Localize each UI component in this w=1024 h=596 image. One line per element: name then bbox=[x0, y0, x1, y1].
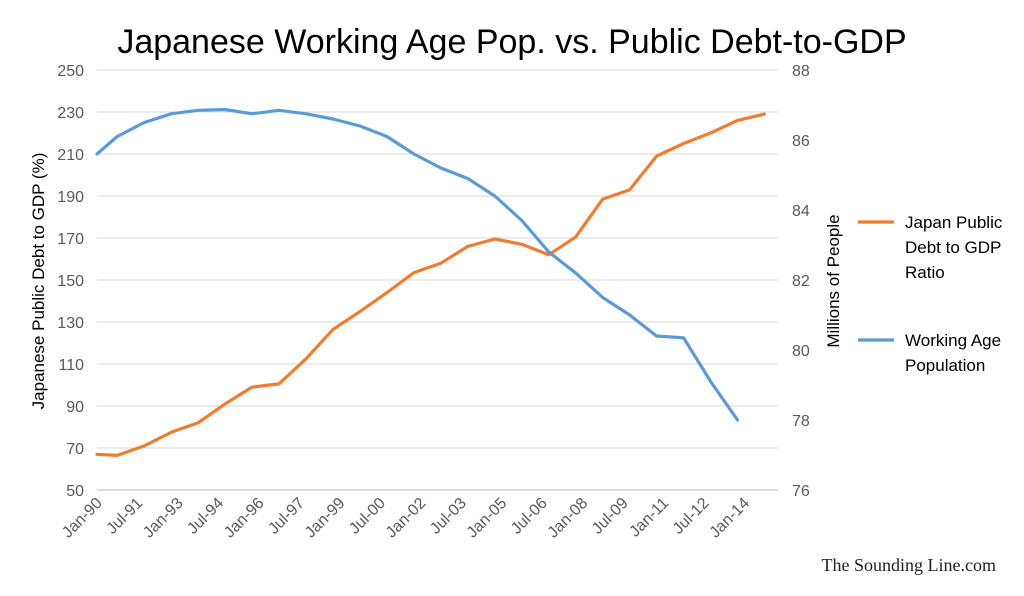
left-tick-label: 70 bbox=[66, 441, 84, 458]
right-tick-label: 86 bbox=[792, 133, 810, 150]
x-tick-label: Jul-06 bbox=[508, 495, 551, 538]
x-tick-label: Jul-12 bbox=[670, 495, 713, 538]
x-tick-label: Jul-00 bbox=[346, 495, 389, 538]
left-tick-label: 210 bbox=[57, 147, 84, 164]
left-tick-label: 150 bbox=[57, 273, 84, 290]
legend-label: Debt to GDP bbox=[905, 238, 1001, 257]
x-tick-label: Jan-90 bbox=[59, 495, 106, 542]
series-lines bbox=[95, 107, 767, 457]
left-tick-label: 190 bbox=[57, 189, 84, 206]
x-tick-label: Jan-02 bbox=[383, 495, 430, 542]
x-tick-label: Jan-99 bbox=[302, 495, 349, 542]
x-tick-label: Jan-05 bbox=[464, 495, 511, 542]
x-tick-label: Jul-91 bbox=[103, 495, 146, 538]
right-tick-label: 88 bbox=[792, 63, 810, 80]
right-axis-ticks: 76 78 80 82 84 86 88 bbox=[792, 63, 810, 500]
x-tick-label: Jan-96 bbox=[221, 495, 268, 542]
left-tick-label: 90 bbox=[66, 399, 84, 416]
legend-label: Working Age bbox=[905, 331, 1001, 350]
right-axis-title: Millions of People bbox=[824, 214, 843, 347]
legend: Japan Public Debt to GDP Ratio Working Age P… bbox=[858, 213, 1003, 375]
x-tick-label: Jul-94 bbox=[184, 495, 227, 538]
x-tick-label: Jul-09 bbox=[589, 495, 632, 538]
left-tick-label: 130 bbox=[57, 315, 84, 332]
right-tick-label: 78 bbox=[792, 413, 810, 430]
watermark-text: The Sounding Line.com bbox=[822, 555, 996, 575]
x-tick-label: Jul-97 bbox=[265, 495, 308, 538]
x-tick-label: Jan-93 bbox=[140, 495, 187, 542]
chart-title: Japanese Working Age Pop. vs. Public Deb… bbox=[117, 23, 906, 61]
gridlines bbox=[97, 69, 778, 449]
right-tick-label: 82 bbox=[792, 273, 810, 290]
left-axis-title: Japanese Public Debt to GDP (%) bbox=[29, 153, 48, 410]
left-tick-label: 170 bbox=[57, 231, 84, 248]
x-tick-label: Jan-14 bbox=[707, 495, 754, 542]
left-tick-label: 110 bbox=[58, 357, 84, 374]
x-tick-label: Jan-08 bbox=[545, 495, 592, 542]
left-tick-label: 250 bbox=[57, 63, 84, 80]
right-tick-label: 80 bbox=[792, 343, 810, 360]
legend-item: Working Age Population bbox=[858, 331, 1001, 375]
left-tick-label: 230 bbox=[57, 105, 84, 122]
left-tick-label: 50 bbox=[66, 483, 84, 500]
legend-label: Japan Public bbox=[905, 213, 1003, 232]
right-tick-label: 84 bbox=[792, 203, 810, 220]
series-line-debt-to-gdp bbox=[95, 112, 767, 457]
legend-label: Population bbox=[905, 356, 985, 375]
left-axis-ticks: 50 70 90 110 130 150 170 190 210 230 250 bbox=[57, 63, 84, 500]
x-axis-ticks: Jan-90Jul-91Jan-93Jul-94Jan-96Jul-97Jan-… bbox=[59, 495, 753, 542]
x-tick-label: Jan-11 bbox=[626, 495, 672, 541]
right-tick-label: 76 bbox=[792, 483, 810, 500]
x-tick-label: Jul-03 bbox=[427, 495, 470, 538]
series-line-working-age-population bbox=[95, 107, 740, 422]
legend-label: Ratio bbox=[905, 263, 945, 282]
legend-item: Japan Public Debt to GDP Ratio bbox=[858, 213, 1003, 282]
